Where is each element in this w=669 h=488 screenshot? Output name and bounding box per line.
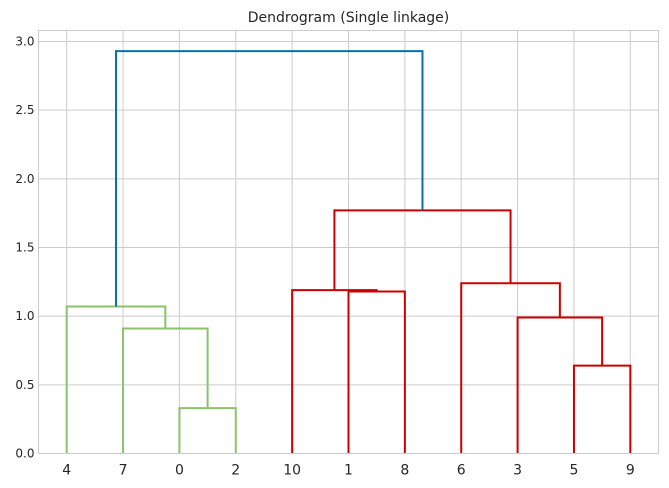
leaf-label: 0	[175, 463, 184, 479]
y-tick-label: 2.5	[15, 103, 34, 117]
leaf-label: 3	[513, 463, 522, 479]
y-tick-label: 0.5	[15, 378, 34, 392]
leaf-label: 7	[119, 463, 128, 479]
y-tick-label: 3.0	[15, 34, 34, 48]
dendrogram-link	[347, 290, 406, 454]
leaf-label: 5	[569, 463, 578, 479]
dendrogram-link	[115, 50, 424, 307]
plot-area-border	[38, 30, 659, 454]
y-tick-label: 1.5	[15, 240, 34, 254]
y-tick-label: 2.0	[15, 172, 34, 186]
leaf-label: 2	[231, 463, 240, 479]
dendrogram-link	[178, 407, 237, 454]
dendrogram-link	[65, 305, 167, 454]
dendrogram-links	[65, 50, 632, 454]
y-tick-label: 1.0	[15, 309, 34, 323]
leaf-label: 1	[344, 463, 353, 479]
y-tick-label: 0.0	[15, 447, 34, 461]
leaf-label: 6	[457, 463, 466, 479]
dendrogram-link	[333, 209, 512, 291]
dendrogram-link	[516, 316, 604, 454]
leaf-label: 8	[400, 463, 409, 479]
dendrogram-link	[572, 364, 632, 454]
dendrogram-link	[291, 289, 378, 454]
chart-title: Dendrogram (Single linkage)	[248, 10, 449, 26]
leaf-label: 10	[283, 463, 301, 479]
x-axis-leaf-labels: 4 7 0 2 10 1 8 6 3 5 9	[62, 463, 635, 479]
leaf-label: 9	[626, 463, 635, 479]
y-axis-tick-labels: 0.0 0.5 1.0 1.5 2.0 2.5 3.0	[15, 34, 34, 460]
dendrogram-link	[460, 282, 561, 454]
leaf-label: 4	[62, 463, 71, 479]
dendrogram-link	[122, 327, 209, 454]
